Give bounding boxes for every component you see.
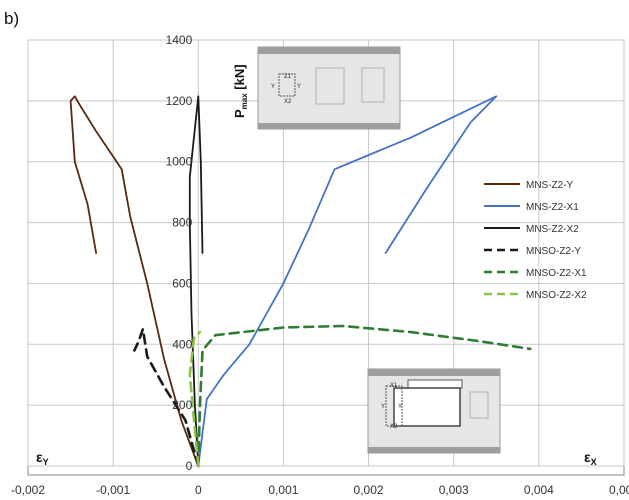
x-tick-label: 0,001 <box>268 483 298 497</box>
y-tick-label: 800 <box>172 216 192 230</box>
legend-label: MNSO-Z2-X2 <box>526 290 587 301</box>
x-tick-labels: -0,002 -0,001 0 0,001 0,002 0,003 0,004 0,005 <box>11 483 629 497</box>
inset-top-label-y-right: Y <box>297 84 301 90</box>
legend-label: MNS-Z2-X1 <box>526 202 579 213</box>
specimen-inset-top: Z1 Y Y X2 <box>257 46 401 130</box>
panel-label: b) <box>4 9 19 28</box>
series-line-mnso-z2-y <box>133 327 200 468</box>
inset-top-label-y-left: Y <box>271 84 275 90</box>
x-tick-label: 0,004 <box>524 483 554 497</box>
y-axis-subscript: max <box>240 93 249 110</box>
x-left-axis-label: εY <box>36 449 49 467</box>
legend: MNS-Z2-Y MNS-Z2-X1 MNS-Z2-X2 MNSO-Z2-Y MNSO-… <box>484 180 587 301</box>
y-tick-labels: 0 200 400 600 800 1000 1200 1400 <box>166 33 193 473</box>
legend-label: MNSO-Z2-X1 <box>526 268 587 279</box>
inset-top-label-x2: X2 <box>284 99 292 105</box>
x-tick-label: -0,001 <box>96 483 130 497</box>
series-line-mnso-z2-x2 <box>188 330 202 468</box>
legend-label: MNS-Z2-X2 <box>526 224 579 235</box>
y-tick-label: 600 <box>172 276 192 290</box>
inset-bottom-label-x1: X1 <box>390 383 398 389</box>
x-tick-label: -0,002 <box>11 483 45 497</box>
x-tick-label: 0,003 <box>439 483 469 497</box>
series-line-mns-z2-x1 <box>197 95 498 467</box>
specimen-inset-bottom: X1 Y Y X2 <box>367 368 501 454</box>
svg-text:Pmax [kN]: Pmax [kN] <box>232 64 249 118</box>
legend-label: MNS-Z2-Y <box>526 180 574 191</box>
legend-label: MNSO-Z2-Y <box>526 246 581 257</box>
x-right-axis-label: εX <box>584 449 597 467</box>
x-tick-label: 0,002 <box>354 483 384 497</box>
y-axis-symbol: P <box>232 109 247 118</box>
inset-bottom-label-y-right: Y <box>398 404 402 410</box>
y-tick-label: 200 <box>172 398 192 412</box>
series-line-mns-z2-x2 <box>188 95 204 467</box>
series-line-mns-z2-y <box>69 95 200 467</box>
inset-top-label-z1: Z1 <box>284 74 292 80</box>
x-tick-label: 0,005 <box>609 483 629 497</box>
y-tick-label: 0 <box>186 459 193 473</box>
inset-bottom-label-x2: X2 <box>390 424 398 430</box>
y-axis-unit: [kN] <box>232 64 247 89</box>
series-line-mnso-z2-x1 <box>197 324 532 468</box>
y-tick-label: 400 <box>172 337 192 351</box>
y-tick-label: 1000 <box>166 155 193 169</box>
y-axis-label: Pmax [kN] <box>232 64 249 118</box>
inset-bottom-label-y-left: Y <box>381 404 385 410</box>
y-tick-label: 1400 <box>166 33 193 47</box>
x-tick-label: 0 <box>195 483 202 497</box>
y-tick-label: 1200 <box>166 94 193 108</box>
series-layer <box>69 95 532 468</box>
